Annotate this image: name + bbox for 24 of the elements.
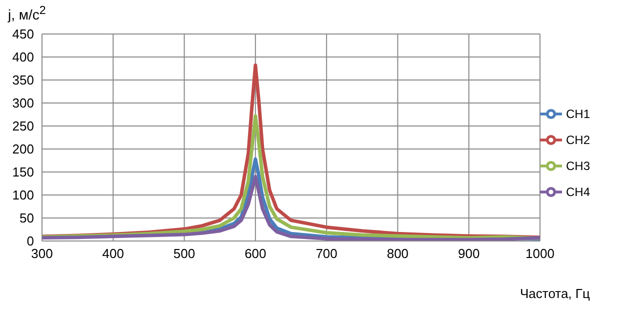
y-tick-label: 50 xyxy=(20,210,34,226)
x-tick-label: 300 xyxy=(31,246,53,262)
y-tick-label: 300 xyxy=(12,96,34,111)
y-tick-label: 250 xyxy=(12,118,34,134)
y-tick-label: 400 xyxy=(12,50,34,65)
x-tick-label: 1000 xyxy=(526,246,554,262)
x-tick-label: 400 xyxy=(102,246,124,262)
x-tick-label: 800 xyxy=(386,246,409,262)
x-tick-label: 500 xyxy=(173,246,196,262)
x-axis-title: Частота, Гц xyxy=(520,286,590,301)
legend-label: CH4 xyxy=(566,184,590,198)
x-tick-label: 600 xyxy=(244,246,266,262)
y-tick-label: 150 xyxy=(12,164,34,180)
x-tick-label: 700 xyxy=(316,246,338,262)
y-tick-label: 100 xyxy=(12,188,34,203)
legend-label: CH2 xyxy=(566,132,590,146)
y-tick-label: 200 xyxy=(12,142,34,157)
y-tick-label: 350 xyxy=(12,72,34,88)
y-tick-label: 0 xyxy=(26,234,34,249)
y-tick-label: 450 xyxy=(12,26,34,42)
legend-label: CH1 xyxy=(566,106,590,120)
x-tick-label: 900 xyxy=(458,246,480,262)
y-axis-title: j, м/с$^{2}$ xyxy=(8,4,46,23)
legend-label: CH3 xyxy=(566,158,590,172)
